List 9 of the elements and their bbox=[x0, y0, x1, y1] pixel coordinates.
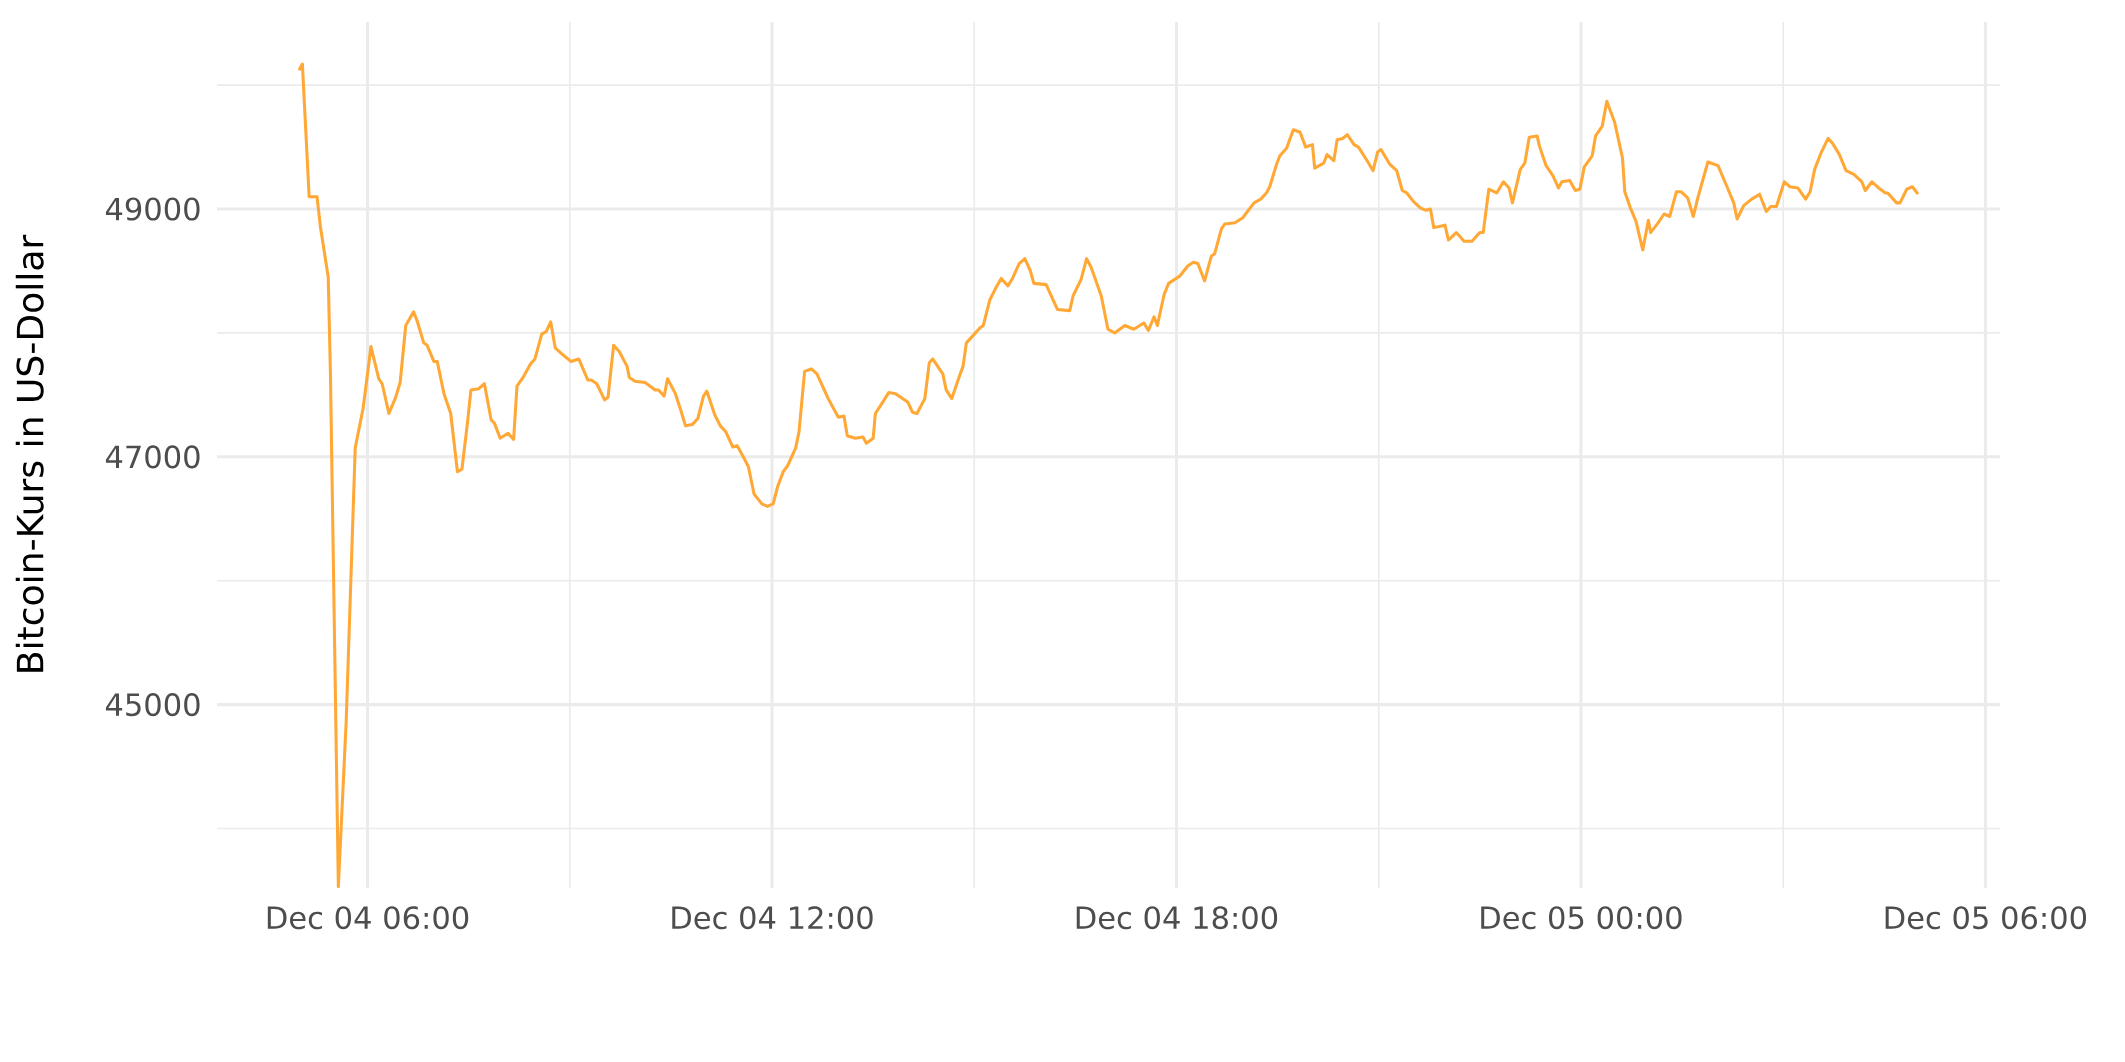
x-tick-label: Dec 05 00:00 bbox=[1481, 906, 1682, 930]
x-tick-label: Dec 04 06:00 bbox=[267, 906, 469, 930]
y-tick-label: 47000 bbox=[105, 445, 200, 469]
x-tick-label: Dec 04 18:00 bbox=[1076, 906, 1278, 930]
y-axis-title: Bitcoin-Kurs in US-Dollar bbox=[15, 234, 44, 672]
x-tick-label: Dec 04 12:00 bbox=[672, 906, 873, 930]
y-tick-label: 49000 bbox=[105, 197, 200, 221]
x-tick-label: Dec 05 06:00 bbox=[1885, 906, 2087, 930]
y-tick-label: 45000 bbox=[105, 693, 200, 717]
